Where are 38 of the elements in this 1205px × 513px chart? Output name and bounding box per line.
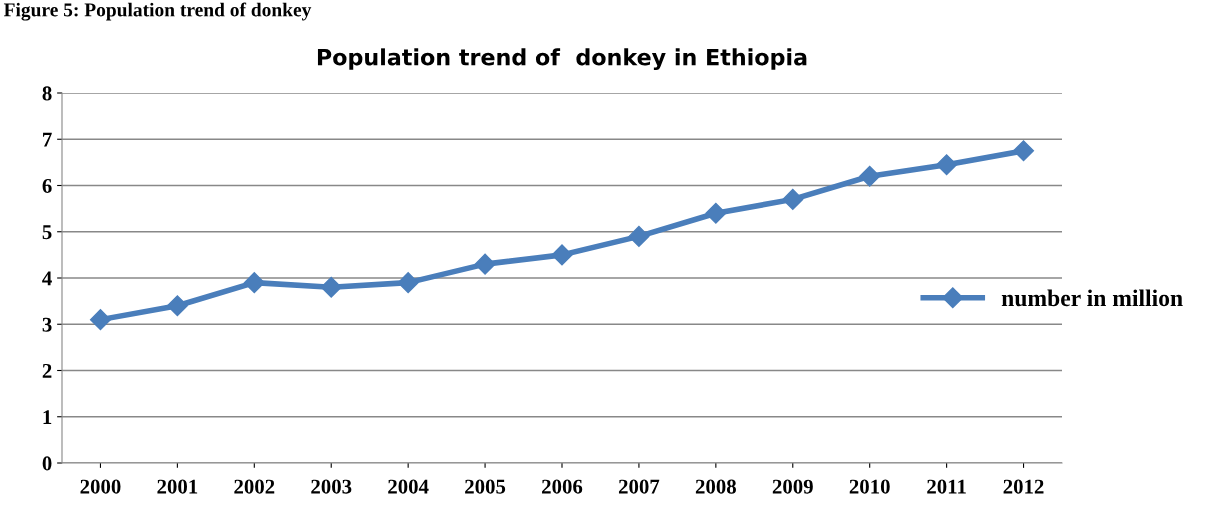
x-tick-label: 2005 bbox=[465, 479, 506, 494]
legend-label: number in million bbox=[1001, 289, 1183, 307]
x-tick-label: 2000 bbox=[80, 479, 121, 494]
y-tick-label: 0 bbox=[42, 456, 52, 471]
point bbox=[397, 272, 419, 294]
point bbox=[474, 253, 496, 275]
x-tick-label: 2009 bbox=[772, 479, 813, 494]
y-tick-label: 2 bbox=[42, 363, 52, 378]
x-tick-label: 2007 bbox=[618, 479, 660, 494]
y-tick-label: 6 bbox=[42, 178, 52, 193]
x-tick-label: 2002 bbox=[234, 479, 275, 494]
point bbox=[89, 309, 111, 331]
x-tick-label: 2012 bbox=[1003, 479, 1044, 494]
point bbox=[166, 295, 188, 317]
x-tick-label: 2003 bbox=[311, 479, 352, 494]
point bbox=[782, 188, 804, 210]
y-tick-label: 8 bbox=[42, 86, 52, 101]
point bbox=[320, 276, 342, 298]
point bbox=[1013, 140, 1035, 162]
x-tick-label: 2001 bbox=[157, 479, 198, 494]
y-tick-label: 7 bbox=[43, 132, 52, 147]
x-tick-label: 2011 bbox=[927, 479, 966, 494]
point bbox=[628, 225, 650, 247]
x-tick-label: 2004 bbox=[388, 479, 429, 494]
y-tick-label: 5 bbox=[42, 225, 52, 240]
point bbox=[705, 202, 727, 224]
x-tick-label: 2006 bbox=[542, 479, 583, 494]
y-tick-label: 1 bbox=[43, 410, 52, 424]
chart-title: Population trend of donkey in Ethiopia bbox=[317, 48, 807, 71]
point bbox=[859, 165, 881, 187]
point bbox=[936, 154, 958, 176]
caption: Figure 5: Population trend of donkey bbox=[3, 2, 312, 21]
point bbox=[551, 244, 573, 266]
point bbox=[243, 272, 265, 294]
x-tick-label: 2008 bbox=[695, 479, 736, 494]
x-tick-label: 2010 bbox=[849, 479, 890, 494]
y-tick-label: 4 bbox=[42, 271, 52, 286]
y-tick-label: 3 bbox=[42, 317, 52, 332]
